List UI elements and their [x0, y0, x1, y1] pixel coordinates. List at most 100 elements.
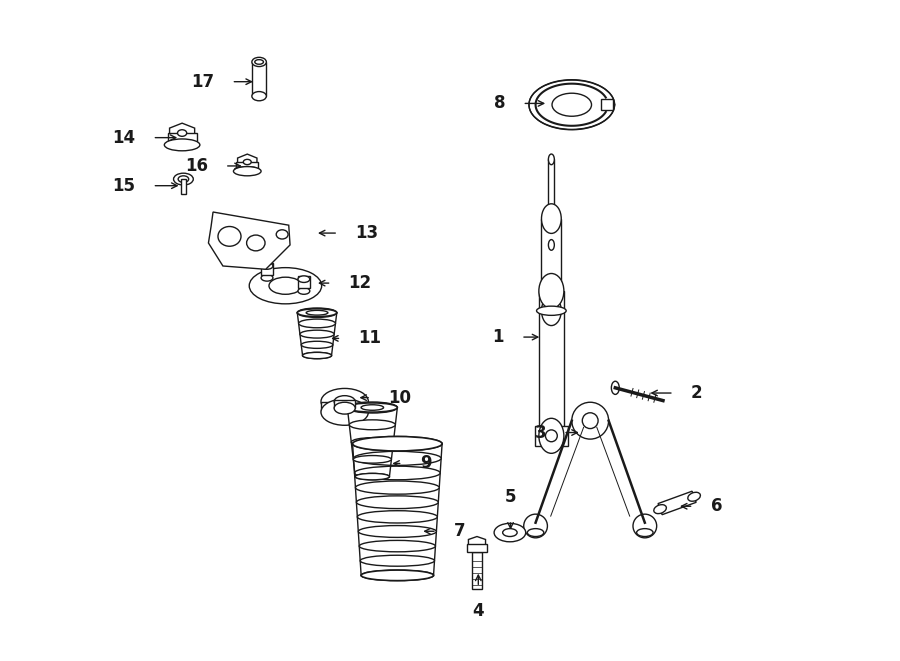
Ellipse shape [360, 555, 435, 566]
Bar [467, 545, 487, 553]
Ellipse shape [353, 455, 392, 463]
Ellipse shape [356, 473, 390, 480]
Ellipse shape [300, 330, 334, 338]
Circle shape [582, 412, 599, 428]
Ellipse shape [611, 381, 619, 395]
Ellipse shape [347, 402, 397, 413]
Ellipse shape [548, 154, 554, 165]
Bar [252, 62, 266, 96]
Ellipse shape [349, 420, 395, 430]
Ellipse shape [529, 80, 615, 130]
Ellipse shape [269, 277, 302, 294]
Text: 1: 1 [492, 328, 504, 346]
Ellipse shape [236, 167, 258, 173]
Ellipse shape [165, 139, 200, 151]
Ellipse shape [539, 418, 564, 453]
Ellipse shape [252, 92, 266, 100]
Text: 14: 14 [112, 129, 135, 147]
Polygon shape [468, 537, 485, 549]
Ellipse shape [548, 239, 554, 251]
Ellipse shape [353, 436, 442, 451]
Ellipse shape [353, 436, 442, 451]
Ellipse shape [255, 59, 264, 64]
Ellipse shape [302, 341, 333, 348]
Text: 3: 3 [535, 424, 546, 442]
Ellipse shape [321, 399, 368, 425]
Ellipse shape [298, 288, 310, 294]
Ellipse shape [552, 93, 591, 116]
Ellipse shape [351, 438, 393, 446]
Ellipse shape [536, 306, 566, 315]
Ellipse shape [306, 311, 328, 315]
Text: 10: 10 [388, 389, 411, 407]
Polygon shape [209, 212, 290, 269]
Ellipse shape [177, 130, 186, 136]
Ellipse shape [361, 405, 383, 410]
Text: 5: 5 [505, 488, 517, 506]
Bar [321, 402, 368, 412]
Text: 8: 8 [494, 95, 505, 112]
Bar [472, 553, 482, 588]
Text: 4: 4 [472, 602, 484, 620]
Ellipse shape [261, 274, 273, 281]
Ellipse shape [178, 176, 189, 182]
Ellipse shape [261, 262, 273, 269]
Ellipse shape [174, 173, 194, 185]
Polygon shape [238, 154, 257, 170]
Polygon shape [169, 123, 194, 143]
Bar [548, 159, 554, 245]
Ellipse shape [233, 167, 261, 176]
Bar [298, 276, 310, 288]
Ellipse shape [276, 230, 288, 239]
Ellipse shape [347, 403, 397, 412]
Ellipse shape [249, 268, 321, 304]
Ellipse shape [653, 504, 666, 514]
Ellipse shape [243, 159, 251, 165]
Circle shape [633, 514, 657, 538]
Ellipse shape [503, 529, 517, 537]
Ellipse shape [299, 319, 336, 328]
Text: 6: 6 [711, 497, 722, 515]
Bar [539, 291, 564, 436]
Bar [535, 426, 568, 446]
Ellipse shape [358, 525, 436, 537]
Text: 16: 16 [184, 157, 208, 175]
Ellipse shape [298, 276, 310, 282]
Text: 11: 11 [358, 329, 382, 348]
Ellipse shape [356, 496, 438, 508]
Ellipse shape [494, 524, 526, 542]
Text: 17: 17 [191, 73, 214, 91]
Ellipse shape [527, 529, 544, 537]
Bar [542, 219, 562, 311]
Ellipse shape [252, 58, 266, 67]
Polygon shape [658, 491, 696, 515]
Ellipse shape [302, 352, 331, 359]
Ellipse shape [359, 541, 436, 552]
Bar [236, 162, 258, 170]
Ellipse shape [297, 309, 337, 317]
Ellipse shape [539, 274, 564, 309]
Ellipse shape [321, 389, 368, 414]
Ellipse shape [356, 473, 390, 480]
Ellipse shape [334, 403, 356, 414]
Ellipse shape [355, 466, 440, 480]
Bar [167, 133, 196, 143]
Bar [261, 262, 273, 274]
Ellipse shape [356, 481, 439, 494]
Ellipse shape [218, 227, 241, 247]
Ellipse shape [361, 570, 434, 580]
Circle shape [572, 403, 608, 439]
Bar [181, 179, 186, 194]
Ellipse shape [542, 296, 562, 326]
Text: 9: 9 [419, 455, 431, 473]
Circle shape [524, 514, 547, 538]
Bar [334, 401, 356, 408]
Ellipse shape [302, 352, 331, 359]
Ellipse shape [361, 570, 434, 580]
Ellipse shape [688, 492, 700, 501]
Ellipse shape [247, 235, 265, 251]
Text: 15: 15 [112, 176, 135, 195]
Ellipse shape [542, 204, 562, 233]
Text: 7: 7 [454, 522, 465, 540]
Ellipse shape [297, 308, 337, 317]
